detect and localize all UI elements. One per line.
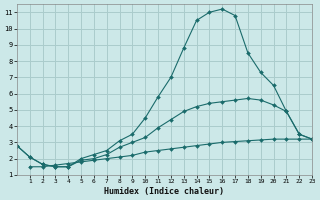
X-axis label: Humidex (Indice chaleur): Humidex (Indice chaleur): [104, 187, 224, 196]
